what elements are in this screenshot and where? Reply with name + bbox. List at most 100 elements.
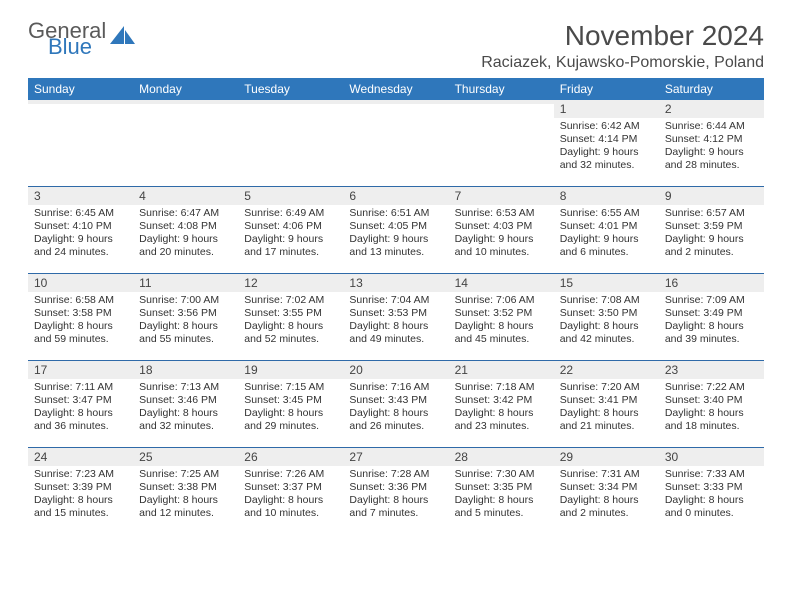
daylight-text: Daylight: 8 hours and 5 minutes.	[455, 494, 548, 520]
day-number: 11	[133, 274, 238, 292]
day-cell: 7Sunrise: 6:53 AMSunset: 4:03 PMDaylight…	[449, 187, 554, 273]
week-row: 24Sunrise: 7:23 AMSunset: 3:39 PMDayligh…	[28, 447, 764, 534]
title-block: November 2024 Raciazek, Kujawsko-Pomorsk…	[481, 20, 764, 72]
day-body: Sunrise: 6:44 AMSunset: 4:12 PMDaylight:…	[659, 118, 764, 179]
day-body: Sunrise: 7:16 AMSunset: 3:43 PMDaylight:…	[343, 379, 448, 440]
day-body: Sunrise: 7:02 AMSunset: 3:55 PMDaylight:…	[238, 292, 343, 353]
sunrise-text: Sunrise: 7:20 AM	[560, 381, 653, 394]
day-cell: 8Sunrise: 6:55 AMSunset: 4:01 PMDaylight…	[554, 187, 659, 273]
day-cell: 26Sunrise: 7:26 AMSunset: 3:37 PMDayligh…	[238, 448, 343, 534]
sunset-text: Sunset: 3:47 PM	[34, 394, 127, 407]
day-body: Sunrise: 7:11 AMSunset: 3:47 PMDaylight:…	[28, 379, 133, 440]
dow-sat: Saturday	[659, 78, 764, 100]
day-number: 18	[133, 361, 238, 379]
day-cell: 4Sunrise: 6:47 AMSunset: 4:08 PMDaylight…	[133, 187, 238, 273]
dow-sun: Sunday	[28, 78, 133, 100]
day-cell: 22Sunrise: 7:20 AMSunset: 3:41 PMDayligh…	[554, 361, 659, 447]
daylight-text: Daylight: 8 hours and 12 minutes.	[139, 494, 232, 520]
day-body: Sunrise: 6:45 AMSunset: 4:10 PMDaylight:…	[28, 205, 133, 266]
sunset-text: Sunset: 4:08 PM	[139, 220, 232, 233]
logo: General Blue	[28, 20, 136, 58]
day-body	[449, 104, 554, 112]
day-body: Sunrise: 7:04 AMSunset: 3:53 PMDaylight:…	[343, 292, 448, 353]
day-cell: 17Sunrise: 7:11 AMSunset: 3:47 PMDayligh…	[28, 361, 133, 447]
day-cell: 21Sunrise: 7:18 AMSunset: 3:42 PMDayligh…	[449, 361, 554, 447]
day-body: Sunrise: 7:09 AMSunset: 3:49 PMDaylight:…	[659, 292, 764, 353]
sunrise-text: Sunrise: 7:00 AM	[139, 294, 232, 307]
day-number: 24	[28, 448, 133, 466]
day-cell: 10Sunrise: 6:58 AMSunset: 3:58 PMDayligh…	[28, 274, 133, 360]
sunrise-text: Sunrise: 7:26 AM	[244, 468, 337, 481]
dow-thu: Thursday	[449, 78, 554, 100]
day-cell: 3Sunrise: 6:45 AMSunset: 4:10 PMDaylight…	[28, 187, 133, 273]
daylight-text: Daylight: 8 hours and 2 minutes.	[560, 494, 653, 520]
sunrise-text: Sunrise: 6:42 AM	[560, 120, 653, 133]
sunrise-text: Sunrise: 6:49 AM	[244, 207, 337, 220]
day-body: Sunrise: 7:23 AMSunset: 3:39 PMDaylight:…	[28, 466, 133, 527]
day-body	[28, 104, 133, 112]
day-number: 22	[554, 361, 659, 379]
day-cell: 20Sunrise: 7:16 AMSunset: 3:43 PMDayligh…	[343, 361, 448, 447]
dow-mon: Monday	[133, 78, 238, 100]
day-number: 27	[343, 448, 448, 466]
daylight-text: Daylight: 8 hours and 32 minutes.	[139, 407, 232, 433]
day-number: 5	[238, 187, 343, 205]
sunset-text: Sunset: 3:53 PM	[349, 307, 442, 320]
sunrise-text: Sunrise: 7:04 AM	[349, 294, 442, 307]
sunset-text: Sunset: 3:55 PM	[244, 307, 337, 320]
daylight-text: Daylight: 8 hours and 55 minutes.	[139, 320, 232, 346]
dow-tue: Tuesday	[238, 78, 343, 100]
day-body: Sunrise: 6:42 AMSunset: 4:14 PMDaylight:…	[554, 118, 659, 179]
sunrise-text: Sunrise: 7:11 AM	[34, 381, 127, 394]
day-number: 10	[28, 274, 133, 292]
daylight-text: Daylight: 9 hours and 28 minutes.	[665, 146, 758, 172]
sunset-text: Sunset: 3:52 PM	[455, 307, 548, 320]
sunrise-text: Sunrise: 6:47 AM	[139, 207, 232, 220]
sunrise-text: Sunrise: 6:55 AM	[560, 207, 653, 220]
day-body: Sunrise: 6:49 AMSunset: 4:06 PMDaylight:…	[238, 205, 343, 266]
day-cell	[449, 100, 554, 186]
day-number: 28	[449, 448, 554, 466]
day-body: Sunrise: 7:20 AMSunset: 3:41 PMDaylight:…	[554, 379, 659, 440]
sunrise-text: Sunrise: 6:45 AM	[34, 207, 127, 220]
day-body: Sunrise: 6:51 AMSunset: 4:05 PMDaylight:…	[343, 205, 448, 266]
daylight-text: Daylight: 9 hours and 13 minutes.	[349, 233, 442, 259]
day-body: Sunrise: 6:58 AMSunset: 3:58 PMDaylight:…	[28, 292, 133, 353]
sunrise-text: Sunrise: 7:18 AM	[455, 381, 548, 394]
day-cell: 13Sunrise: 7:04 AMSunset: 3:53 PMDayligh…	[343, 274, 448, 360]
day-body: Sunrise: 7:31 AMSunset: 3:34 PMDaylight:…	[554, 466, 659, 527]
daylight-text: Daylight: 8 hours and 7 minutes.	[349, 494, 442, 520]
day-number: 6	[343, 187, 448, 205]
sunrise-text: Sunrise: 7:09 AM	[665, 294, 758, 307]
month-title: November 2024	[481, 20, 764, 52]
day-body: Sunrise: 7:00 AMSunset: 3:56 PMDaylight:…	[133, 292, 238, 353]
sunset-text: Sunset: 4:05 PM	[349, 220, 442, 233]
week-row: 10Sunrise: 6:58 AMSunset: 3:58 PMDayligh…	[28, 273, 764, 360]
sunset-text: Sunset: 4:01 PM	[560, 220, 653, 233]
calendar: Sunday Monday Tuesday Wednesday Thursday…	[28, 78, 764, 534]
day-cell: 2Sunrise: 6:44 AMSunset: 4:12 PMDaylight…	[659, 100, 764, 186]
sunset-text: Sunset: 3:39 PM	[34, 481, 127, 494]
day-body: Sunrise: 7:30 AMSunset: 3:35 PMDaylight:…	[449, 466, 554, 527]
sunrise-text: Sunrise: 6:44 AM	[665, 120, 758, 133]
day-cell: 14Sunrise: 7:06 AMSunset: 3:52 PMDayligh…	[449, 274, 554, 360]
week-row: 3Sunrise: 6:45 AMSunset: 4:10 PMDaylight…	[28, 186, 764, 273]
sunrise-text: Sunrise: 7:22 AM	[665, 381, 758, 394]
day-number: 14	[449, 274, 554, 292]
daylight-text: Daylight: 8 hours and 23 minutes.	[455, 407, 548, 433]
day-cell: 19Sunrise: 7:15 AMSunset: 3:45 PMDayligh…	[238, 361, 343, 447]
sunset-text: Sunset: 3:34 PM	[560, 481, 653, 494]
header: General Blue November 2024 Raciazek, Kuj…	[28, 20, 764, 72]
day-body: Sunrise: 7:08 AMSunset: 3:50 PMDaylight:…	[554, 292, 659, 353]
daylight-text: Daylight: 8 hours and 42 minutes.	[560, 320, 653, 346]
day-number: 30	[659, 448, 764, 466]
day-body: Sunrise: 6:57 AMSunset: 3:59 PMDaylight:…	[659, 205, 764, 266]
sunrise-text: Sunrise: 7:08 AM	[560, 294, 653, 307]
sunrise-text: Sunrise: 6:58 AM	[34, 294, 127, 307]
day-cell: 25Sunrise: 7:25 AMSunset: 3:38 PMDayligh…	[133, 448, 238, 534]
day-number: 7	[449, 187, 554, 205]
daylight-text: Daylight: 8 hours and 36 minutes.	[34, 407, 127, 433]
day-body: Sunrise: 7:18 AMSunset: 3:42 PMDaylight:…	[449, 379, 554, 440]
sunrise-text: Sunrise: 6:51 AM	[349, 207, 442, 220]
day-cell: 16Sunrise: 7:09 AMSunset: 3:49 PMDayligh…	[659, 274, 764, 360]
